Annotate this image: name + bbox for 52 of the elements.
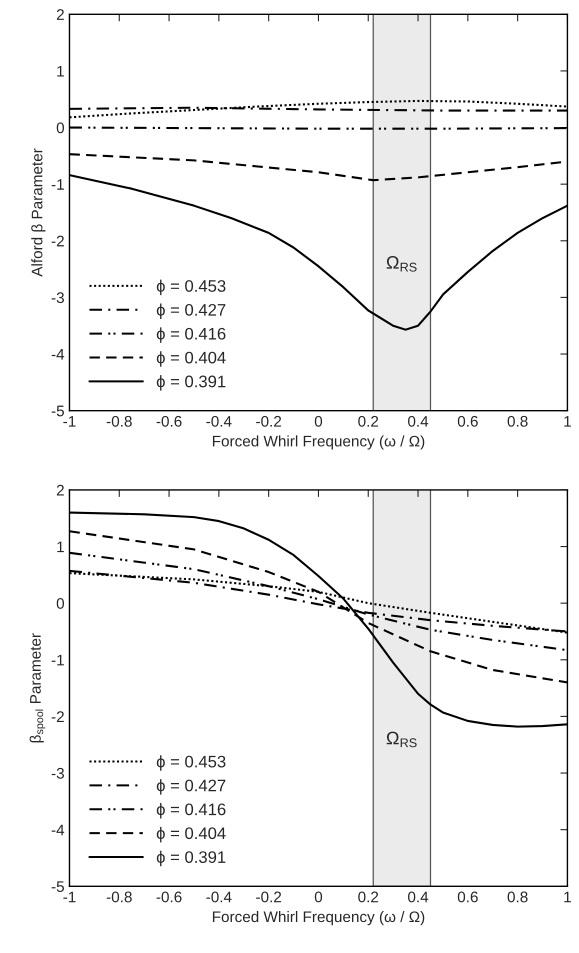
x-tick-label: -0.2 — [256, 892, 282, 902]
x-tick-label: 0 — [314, 892, 322, 902]
y-tick-label: 2 — [56, 484, 64, 496]
legend-label: ϕ = 0.416 — [156, 327, 226, 343]
y-axis-title: Alford β Parameter — [31, 148, 46, 277]
x-tick-label: -0.8 — [106, 416, 132, 427]
x-tick-label: -0.4 — [206, 892, 232, 902]
x-tick-label: 1 — [564, 892, 571, 902]
legend-label: ϕ = 0.391 — [156, 850, 226, 866]
x-axis-title: Forced Whirl Frequency (ω / Ω) — [212, 910, 424, 926]
y-tick-label: -2 — [52, 711, 64, 722]
band-label: Ω$_{RS}$ — [386, 256, 417, 272]
legend-label: ϕ = 0.404 — [156, 826, 226, 842]
x-tick-label: 0.8 — [508, 416, 528, 427]
band-label: Ω$_{RS}$ — [386, 732, 417, 748]
y-tick-label: 0 — [56, 598, 64, 609]
x-tick-label: 1 — [564, 416, 571, 427]
legend-label: ϕ = 0.391 — [156, 375, 226, 391]
x-tick-label: 0.8 — [508, 892, 528, 902]
y-axis-title: β$_{spool}$ Parameter — [30, 633, 46, 742]
x-tick-label: -0.4 — [206, 416, 232, 427]
legend-label: ϕ = 0.404 — [156, 351, 226, 367]
y-tick-label: 2 — [56, 9, 64, 20]
y-tick-label: -1 — [52, 179, 64, 190]
x-tick-label: 0 — [314, 416, 322, 427]
y-tick-label: -3 — [52, 292, 64, 304]
y-tick-label: -2 — [52, 236, 64, 246]
x-tick-label: -0.6 — [156, 416, 182, 427]
x-tick-label: -0.6 — [156, 892, 182, 902]
y-tick-label: -4 — [52, 349, 64, 360]
x-tick-label: 0.6 — [458, 416, 478, 427]
y-tick-label: 1 — [57, 542, 64, 552]
y-tick-label: -5 — [52, 881, 64, 892]
legend-label: ϕ = 0.453 — [156, 280, 226, 296]
x-tick-label: -0.8 — [106, 892, 132, 902]
legend-label: ϕ = 0.427 — [156, 779, 226, 795]
x-tick-label: 0.4 — [408, 892, 428, 902]
y-tick-label: 1 — [57, 66, 64, 76]
y-tick-label: 0 — [56, 122, 64, 134]
legend-label: ϕ = 0.416 — [156, 803, 226, 819]
legend-label: ϕ = 0.453 — [156, 755, 226, 771]
y-tick-label: -3 — [52, 768, 64, 779]
x-tick-label: -0.2 — [256, 416, 282, 427]
x-tick-label: 0.4 — [408, 416, 428, 427]
y-tick-label: -4 — [52, 824, 64, 836]
legend-label: ϕ = 0.427 — [156, 304, 226, 320]
x-axis-title: Forced Whirl Frequency (ω / Ω) — [212, 435, 424, 450]
y-tick-label: -1 — [52, 654, 64, 666]
y-tick-label: -5 — [52, 406, 64, 416]
x-tick-label: 0.6 — [458, 892, 478, 902]
x-tick-label: 0.2 — [358, 892, 378, 902]
x-tick-label: 0.2 — [358, 416, 378, 427]
